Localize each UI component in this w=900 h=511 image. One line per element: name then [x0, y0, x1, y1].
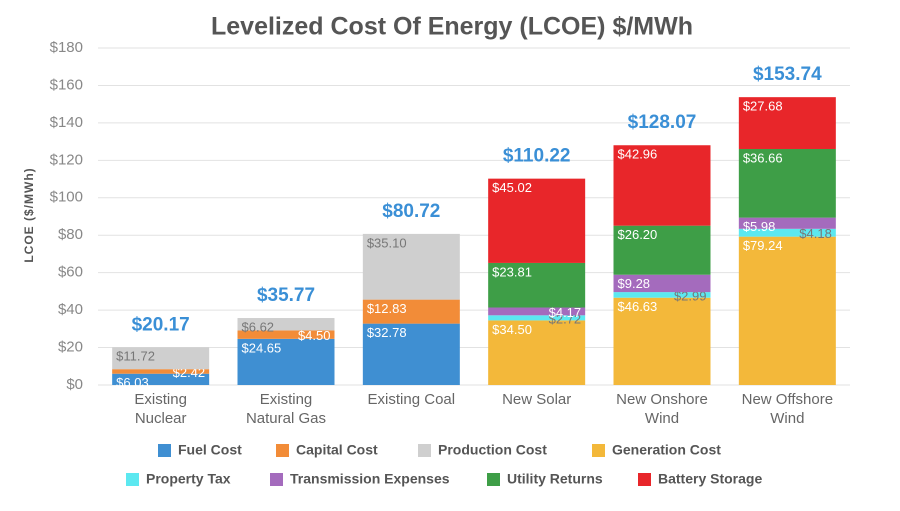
- legend-swatch: [270, 473, 283, 486]
- bar-segment: [237, 330, 335, 339]
- legend-label: Generation Cost: [612, 442, 721, 458]
- legend-label: Utility Returns: [507, 471, 603, 487]
- y-tick-label: $20: [58, 339, 83, 356]
- data-label: $32.78: [367, 325, 407, 340]
- data-label: $6.62: [242, 319, 275, 334]
- data-label: $24.65: [242, 340, 282, 355]
- data-label: $35.10: [367, 235, 407, 250]
- data-label: $27.68: [743, 99, 783, 114]
- bar-segment: [362, 233, 460, 300]
- x-tick-label: New Solar: [502, 391, 571, 408]
- data-label: $23.81: [492, 264, 532, 279]
- legend-label: Property Tax: [146, 471, 231, 487]
- bar-segment: [362, 323, 460, 385]
- y-tick-label: $0: [66, 376, 83, 393]
- legend-swatch: [487, 473, 500, 486]
- data-label: $5.98: [743, 219, 776, 234]
- legend-label: Battery Storage: [658, 471, 762, 487]
- data-label: $9.28: [618, 276, 651, 291]
- bar-segment: [738, 228, 836, 237]
- legend-label: Production Cost: [438, 442, 547, 458]
- total-label: $128.07: [628, 112, 697, 133]
- y-tick-label: $100: [50, 189, 83, 206]
- bar-segment: [237, 318, 335, 331]
- data-label: $12.83: [367, 301, 407, 316]
- legend-swatch: [418, 444, 431, 457]
- x-tick-label: Existing Natural Gas: [246, 391, 326, 427]
- legend-swatch: [592, 444, 605, 457]
- bar-segment: [237, 338, 335, 385]
- x-tick-label: New Onshore Wind: [616, 391, 708, 427]
- bar-segment: [488, 262, 586, 308]
- bar-segment: [488, 178, 586, 263]
- data-label: $11.72: [116, 349, 155, 364]
- legend-swatch: [638, 473, 651, 486]
- y-tick-label: $80: [58, 226, 83, 243]
- data-label: $42.96: [618, 147, 658, 162]
- total-label: $80.72: [382, 201, 440, 222]
- x-tick-label: Existing Nuclear: [134, 391, 187, 427]
- legend-swatch: [158, 444, 171, 457]
- data-label: $36.66: [743, 150, 783, 165]
- bar-segment: [613, 297, 711, 385]
- bar-segment: [488, 320, 586, 385]
- legend-label: Capital Cost: [296, 442, 378, 458]
- x-tick-label: New Offshore Wind: [742, 391, 833, 427]
- bar-segment: [613, 274, 711, 293]
- y-tick-label: $40: [58, 301, 83, 318]
- legend-swatch: [276, 444, 289, 457]
- data-label: $34.50: [492, 322, 532, 337]
- bar-segment: [488, 315, 586, 321]
- data-label: $26.20: [618, 227, 658, 242]
- y-tick-label: $180: [50, 39, 83, 56]
- data-label: $4.18: [799, 226, 832, 241]
- data-label: $79.24: [743, 238, 783, 253]
- bar-segment: [738, 217, 836, 229]
- total-label: $153.74: [753, 64, 822, 85]
- bar-segment: [112, 373, 210, 385]
- y-tick-label: $140: [50, 114, 83, 131]
- bar-segment: [613, 225, 711, 275]
- data-label: $4.50: [298, 328, 331, 343]
- data-label: $46.63: [618, 299, 658, 314]
- y-tick-label: $120: [50, 151, 83, 168]
- bar-segment: [488, 307, 586, 316]
- legend-label: Transmission Expenses: [290, 471, 450, 487]
- bar-segment: [613, 145, 711, 226]
- bar-segment: [738, 236, 836, 385]
- data-label: $4.17: [549, 305, 582, 320]
- bar-segment: [738, 148, 836, 218]
- bar-segment: [362, 299, 460, 324]
- bar-segment: [738, 97, 836, 149]
- total-label: $35.77: [257, 285, 315, 306]
- total-label: $20.17: [132, 314, 190, 335]
- data-label: $6.03: [116, 375, 149, 390]
- y-tick-label: $60: [58, 264, 83, 281]
- legend-swatch: [126, 473, 139, 486]
- data-label: $45.02: [492, 180, 532, 195]
- y-axis-label: LCOE ($/MWh): [22, 167, 36, 262]
- bar-segment: [112, 369, 210, 374]
- y-tick-label: $160: [50, 76, 83, 93]
- total-label: $110.22: [503, 146, 571, 167]
- x-tick-label: Existing Coal: [368, 391, 456, 408]
- chart-title: Levelized Cost Of Energy (LCOE) $/MWh: [211, 13, 693, 41]
- bar-segment: [613, 292, 711, 298]
- legend-label: Fuel Cost: [178, 442, 242, 458]
- bar-segment: [112, 347, 210, 370]
